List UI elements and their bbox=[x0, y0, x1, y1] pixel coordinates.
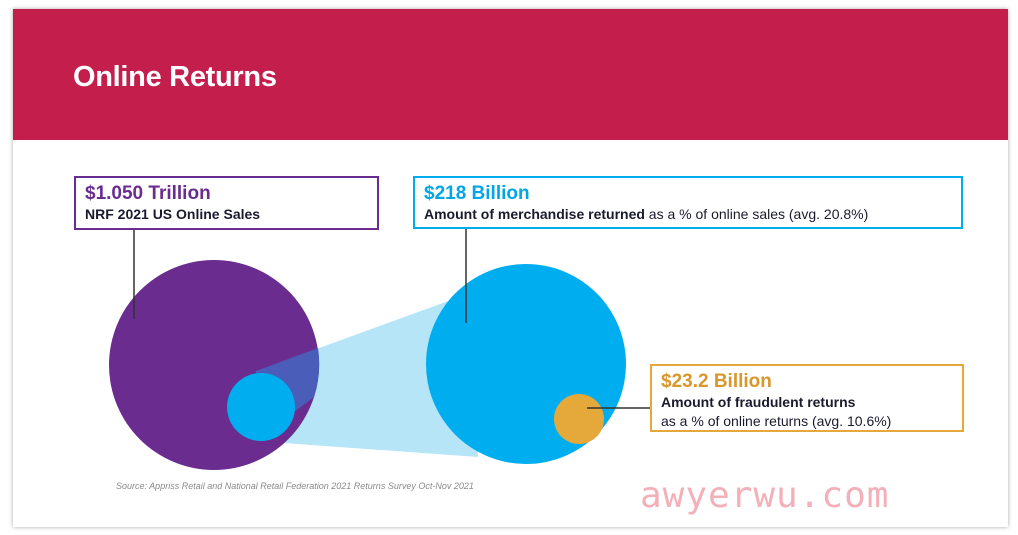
merchandise-returned-callout: $218 Billion Amount of merchandise retur… bbox=[413, 176, 963, 229]
source-note: Source: Appriss Retail and National Reta… bbox=[116, 481, 474, 491]
online-sales-label: NRF 2021 US Online Sales bbox=[85, 206, 261, 222]
fraudulent-returns-callout: $23.2 Billion Amount of fraudulent retur… bbox=[650, 364, 964, 432]
online-sales-callout: $1.050 Trillion NRF 2021 US Online Sales bbox=[74, 176, 379, 230]
online-sales-value: $1.050 Trillion bbox=[85, 183, 211, 204]
fraudulent-returns-value: $23.2 Billion bbox=[661, 371, 772, 392]
merchandise-returned-label: Amount of merchandise returned as a % of… bbox=[424, 206, 869, 222]
venn-diagram bbox=[109, 220, 650, 470]
page-title: Online Returns bbox=[73, 61, 277, 93]
fraudulent-returns-label-bold: Amount of fraudulent returns bbox=[661, 394, 856, 410]
header-banner: Online Returns bbox=[13, 9, 1008, 140]
returns-inset-circle bbox=[227, 373, 295, 441]
fraudulent-returns-label-rest: as a % of online returns (avg. 10.6%) bbox=[661, 413, 892, 429]
projection-cone bbox=[256, 292, 478, 457]
infographic-card: Online Returns $1.050 Trillion NRF 2021 … bbox=[13, 9, 1008, 527]
watermark-text: awyerwu.com bbox=[640, 475, 890, 516]
merchandise-returned-value: $218 Billion bbox=[424, 183, 530, 204]
fraudulent-returns-circle bbox=[554, 394, 604, 444]
